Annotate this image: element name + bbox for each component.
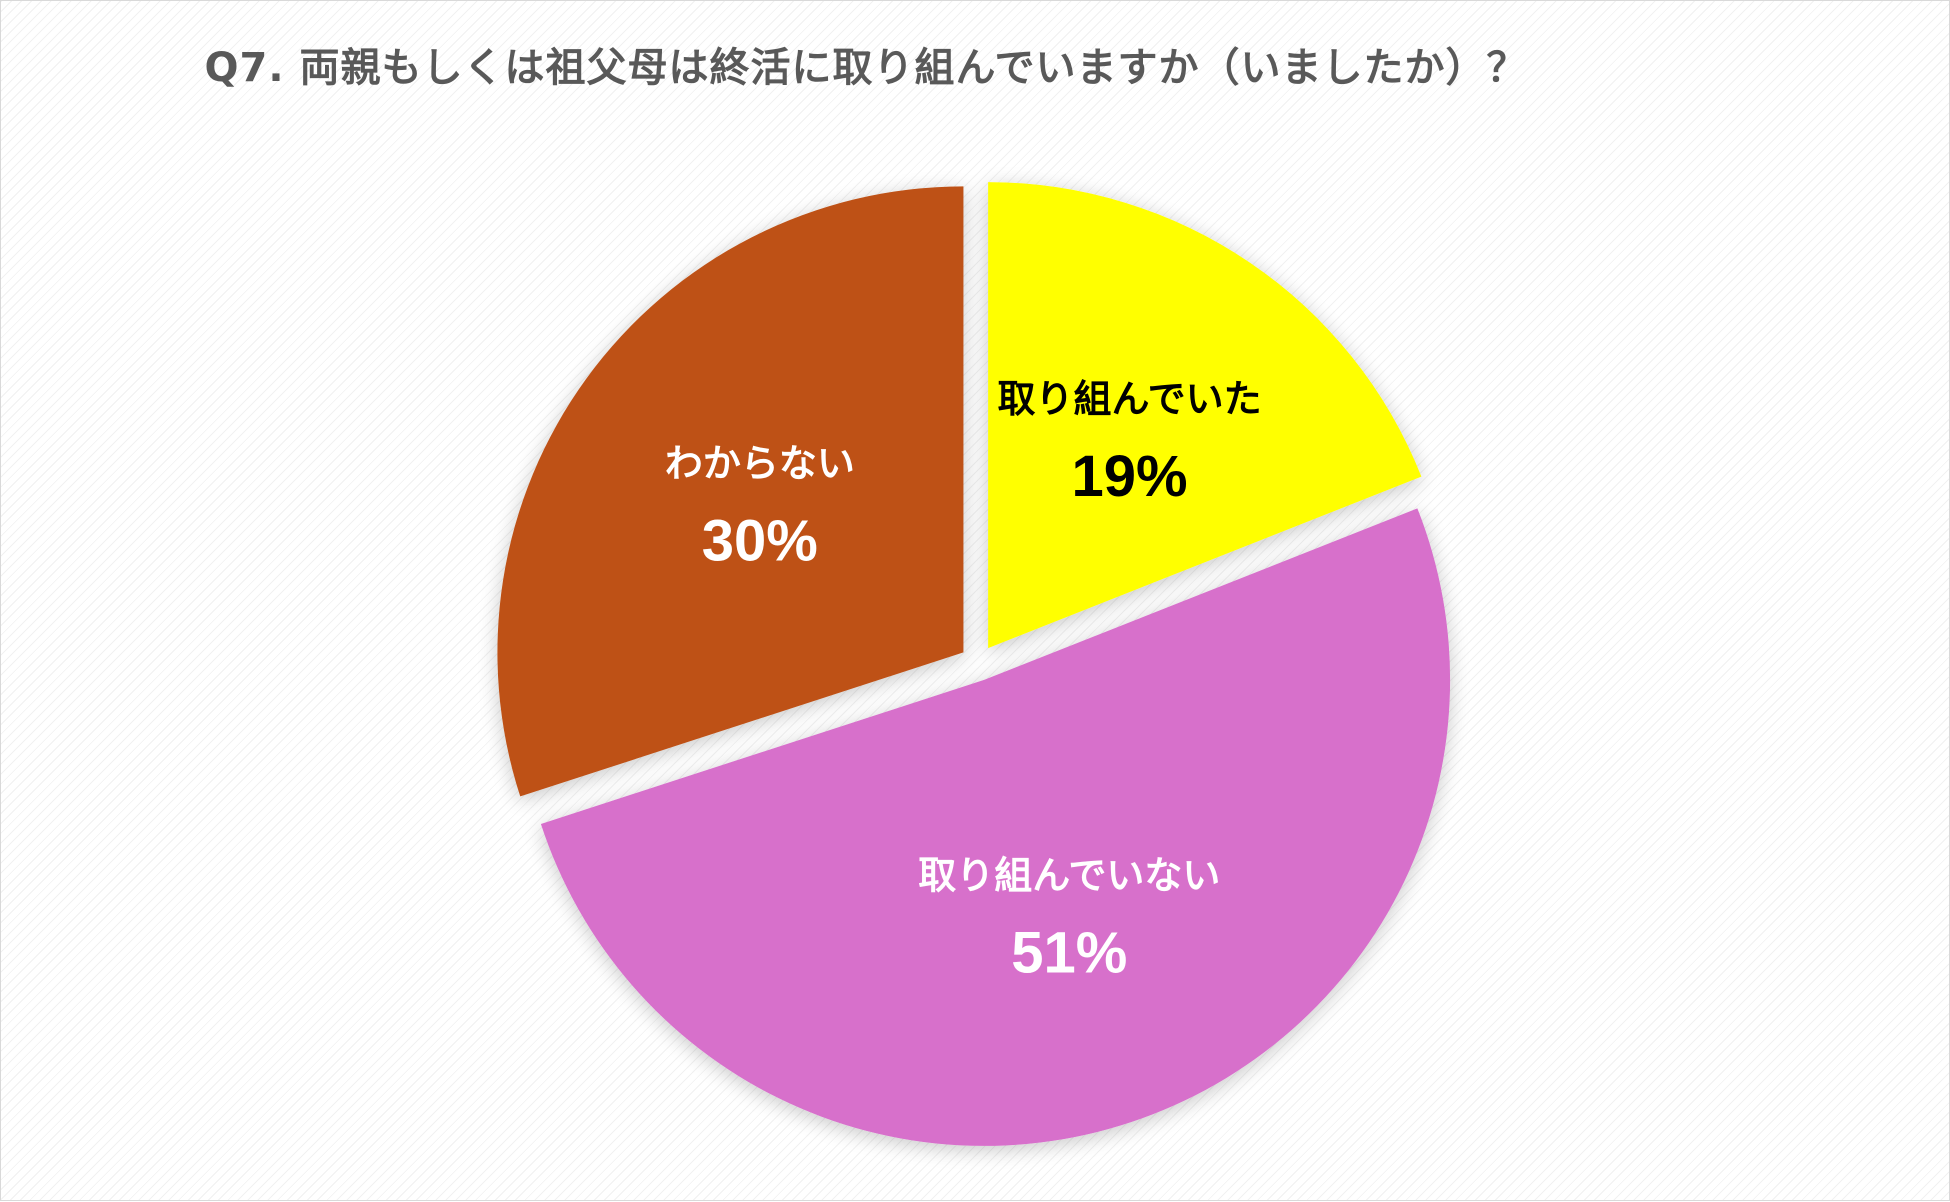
slice-value-3: 30% (702, 509, 818, 574)
slice-label-2: 取り組んでいない (918, 854, 1220, 898)
slice-label-3: わからない (665, 442, 855, 486)
pie-slice-3 (497, 186, 964, 797)
slice-value-1: 19% (1072, 444, 1188, 509)
pie-slice-2 (540, 508, 1451, 1146)
pie-slice-1 (988, 182, 1422, 649)
slice-value-2: 51% (1011, 921, 1127, 986)
chart-title: Q7. 両親もしくは祖父母は終活に取り組んでいますか（いましたか）？ (204, 45, 1528, 91)
slice-label-1: 取り組んでいた (998, 377, 1262, 421)
